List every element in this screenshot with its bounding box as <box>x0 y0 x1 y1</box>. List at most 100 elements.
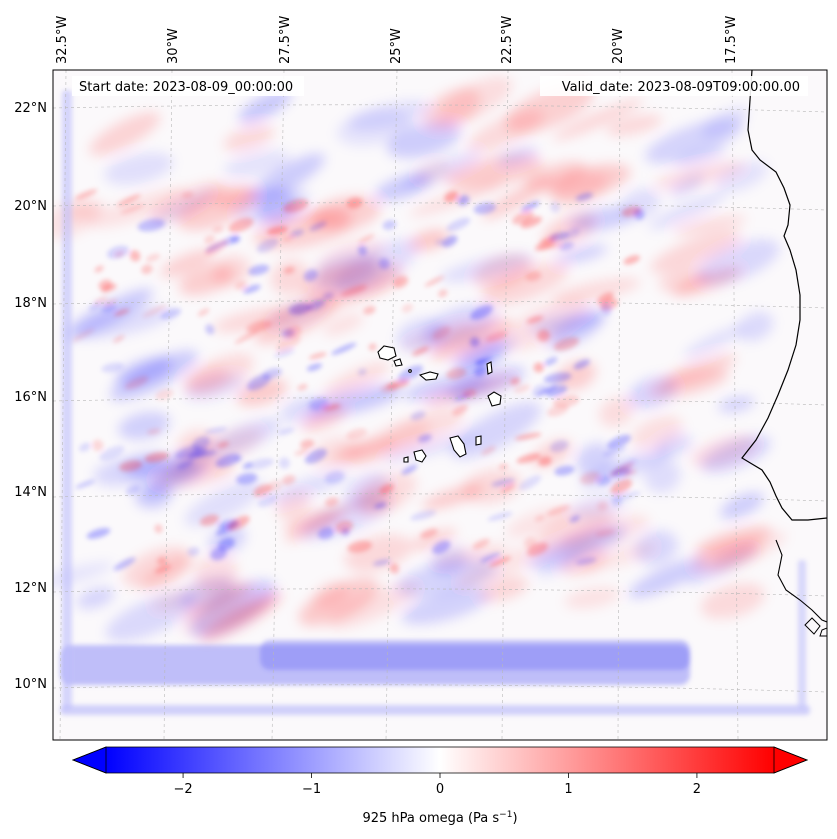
omega-cell <box>700 582 765 619</box>
omega-cell <box>424 275 445 287</box>
omega-cell <box>222 234 240 246</box>
lon-label: 17.5°W <box>724 16 739 64</box>
omega-cell <box>246 320 272 333</box>
omega-cell <box>450 402 542 459</box>
omega-cell <box>210 547 227 561</box>
omega-cell <box>228 217 254 233</box>
west-africa-coastline <box>741 70 827 521</box>
omega-cell <box>457 195 470 206</box>
map-frame <box>52 69 828 741</box>
omega-cell <box>278 457 290 469</box>
omega-cell <box>358 234 375 244</box>
omega-cell <box>420 528 438 539</box>
omega-cell <box>194 554 238 592</box>
omega-cell <box>543 372 572 384</box>
southern-descent-band <box>60 90 810 715</box>
omega-cell <box>135 482 172 509</box>
omega-cell <box>64 288 153 339</box>
omega-cell <box>597 501 609 511</box>
omega-cell <box>456 544 548 589</box>
omega-cell <box>538 456 552 466</box>
latitude-labels: 22°N 20°N 18°N 16°N 14°N 12°N 10°N <box>14 101 47 692</box>
omega-cell <box>396 558 498 598</box>
omega-cell <box>261 367 283 380</box>
omega-cell <box>188 448 208 459</box>
omega-cell <box>213 306 297 333</box>
omega-cell <box>310 436 360 469</box>
omega-cell <box>359 487 397 513</box>
start-date-box <box>72 76 304 96</box>
omega-cell <box>368 343 377 351</box>
omega-cell <box>550 440 569 452</box>
omega-cell <box>520 216 542 229</box>
omega-cell <box>402 151 481 189</box>
valid-date-label: Valid_date: 2023-08-09T09:00:00.00 <box>562 80 800 95</box>
omega-cell <box>281 475 296 485</box>
omega-cell <box>142 304 167 318</box>
omega-cell <box>285 325 302 338</box>
omega-cell <box>235 281 247 290</box>
omega-cell <box>71 328 95 343</box>
omega-cell <box>127 456 197 480</box>
longitude-labels: 32.5°W 30°W 27.5°W 25°W 22.5°W 20°W 17.5… <box>55 16 739 64</box>
omega-cell <box>597 292 614 305</box>
lat-label: 10°N <box>14 677 47 692</box>
omega-cell <box>401 464 418 475</box>
omega-cell <box>485 331 508 342</box>
island-santa-luzia <box>408 369 412 373</box>
omega-cell <box>238 89 292 124</box>
omega-cell <box>462 389 477 398</box>
omega-cell <box>318 527 335 540</box>
omega-cell <box>491 478 515 487</box>
omega-cell <box>236 472 258 485</box>
omega-cell <box>177 459 194 470</box>
omega-cell <box>86 527 111 539</box>
omega-cell <box>234 456 243 462</box>
omega-cell <box>268 480 282 492</box>
lat-label: 12°N <box>14 581 47 596</box>
omega-cell <box>446 217 471 232</box>
omega-cell <box>301 261 403 300</box>
omega-cell <box>181 597 274 635</box>
omega-cell <box>547 163 631 199</box>
omega-cell <box>308 397 329 411</box>
lon-label: 30°W <box>166 28 181 64</box>
omega-cell <box>498 463 508 470</box>
omega-cell <box>697 239 780 285</box>
lon-label: 32.5°W <box>55 16 70 64</box>
omega-cell <box>119 460 143 472</box>
omega-cell <box>323 313 364 336</box>
omega-cell <box>615 491 642 501</box>
omega-cell <box>644 459 681 494</box>
omega-cell <box>628 557 707 599</box>
omega-cell <box>432 540 451 554</box>
omega-cell <box>294 449 309 456</box>
omega-cell <box>154 524 163 534</box>
omega-cell <box>597 475 612 486</box>
omega-cell <box>205 324 215 335</box>
valid-date-box <box>540 76 808 96</box>
colorbar-low-extension <box>71 746 107 774</box>
omega-cell <box>300 439 315 449</box>
omega-cell <box>462 469 522 504</box>
omega-cell <box>256 238 279 253</box>
omega-cell <box>99 445 125 461</box>
colorbar-tick-label: −1 <box>302 782 321 797</box>
omega-cell <box>234 329 259 345</box>
omega-cell <box>331 342 357 355</box>
omega-cell <box>692 540 763 571</box>
omega-cell <box>249 153 326 202</box>
omega-cell <box>701 435 771 473</box>
omega-cell <box>452 404 468 416</box>
omega-cell <box>301 405 347 431</box>
omega-cell <box>531 384 548 397</box>
omega-cell <box>537 329 550 342</box>
omega-cell <box>104 152 174 185</box>
omega-cell <box>512 210 534 225</box>
omega-cell <box>154 564 172 574</box>
omega-cell <box>715 161 768 193</box>
omega-cell <box>92 439 104 452</box>
omega-cell <box>278 427 295 435</box>
omega-cell <box>474 365 487 377</box>
omega-cell <box>513 384 531 394</box>
